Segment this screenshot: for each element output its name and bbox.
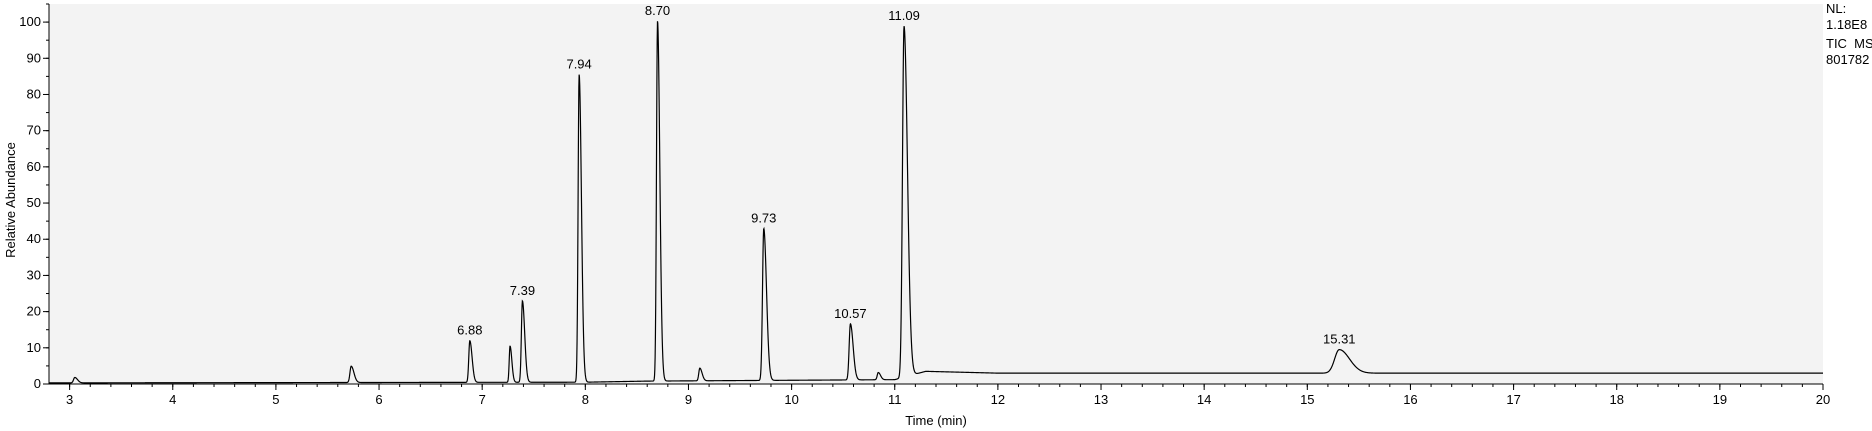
x-tick-label: 11	[888, 392, 902, 407]
peak-label: 9.73	[751, 210, 776, 225]
y-tick-label: 40	[27, 231, 41, 246]
peak-label: 7.39	[510, 283, 535, 298]
x-tick-label: 17	[1506, 392, 1520, 407]
y-tick-label: 70	[27, 123, 41, 138]
x-axis-title: Time (min)	[905, 413, 967, 428]
x-tick-label: 8	[582, 392, 589, 407]
x-tick-label: 3	[66, 392, 73, 407]
x-tick-label: 19	[1713, 392, 1727, 407]
x-tick-label: 13	[1094, 392, 1108, 407]
peak-label-layer: 6.88 7.39 7.94 8.70 9.73 10.57 11.09 15.31	[457, 3, 1355, 347]
plot-area	[49, 4, 1823, 384]
info-line-scan-type: TIC MS	[1826, 36, 1872, 51]
peak-label: 11.09	[888, 8, 920, 23]
x-tick-label: 9	[685, 392, 692, 407]
x-tick-label: 12	[991, 392, 1005, 407]
y-tick-label: 90	[27, 50, 41, 65]
x-tick-label: 6	[375, 392, 382, 407]
peak-label: 8.70	[645, 3, 670, 18]
x-tick-label: 16	[1403, 392, 1417, 407]
x-tick-label: 7	[479, 392, 486, 407]
info-line-nl: NL:	[1826, 1, 1846, 16]
x-tick-label: 14	[1197, 392, 1211, 407]
peak-label: 7.94	[566, 57, 591, 72]
y-tick-label: 30	[27, 267, 41, 282]
x-tick-label: 20	[1816, 392, 1830, 407]
x-tick-label: 15	[1300, 392, 1314, 407]
axes-layer: 3 4 5 6 7 8 9 10 11 12 13 14 15 16 17 18 19 20 0 10 20 30 40 50…	[19, 3, 1830, 407]
y-tick-label: 20	[27, 304, 41, 319]
x-tick-label: 18	[1609, 392, 1623, 407]
x-tick-label: 10	[784, 392, 798, 407]
y-tick-label: 10	[27, 340, 41, 355]
info-line-nl-value: 1.18E8	[1826, 17, 1867, 32]
y-tick-label: 0	[34, 376, 41, 391]
tic-trace	[49, 21, 1823, 384]
y-tick-label: 50	[27, 195, 41, 210]
y-tick-label: 100	[19, 14, 41, 29]
peak-label: 10.57	[834, 306, 867, 321]
y-axis-title: Relative Abundance	[3, 142, 18, 258]
peak-label: 6.88	[457, 323, 482, 338]
info-line-file-id: 801782	[1826, 52, 1869, 67]
trace-layer	[49, 21, 1823, 384]
x-tick-label: 5	[272, 392, 279, 407]
info-panel: NL: 1.18E8 TIC MS 801782	[1826, 1, 1872, 67]
x-tick-label: 4	[169, 392, 176, 407]
y-tick-label: 60	[27, 159, 41, 174]
peak-label: 15.31	[1323, 332, 1356, 347]
y-tick-label: 80	[27, 86, 41, 101]
